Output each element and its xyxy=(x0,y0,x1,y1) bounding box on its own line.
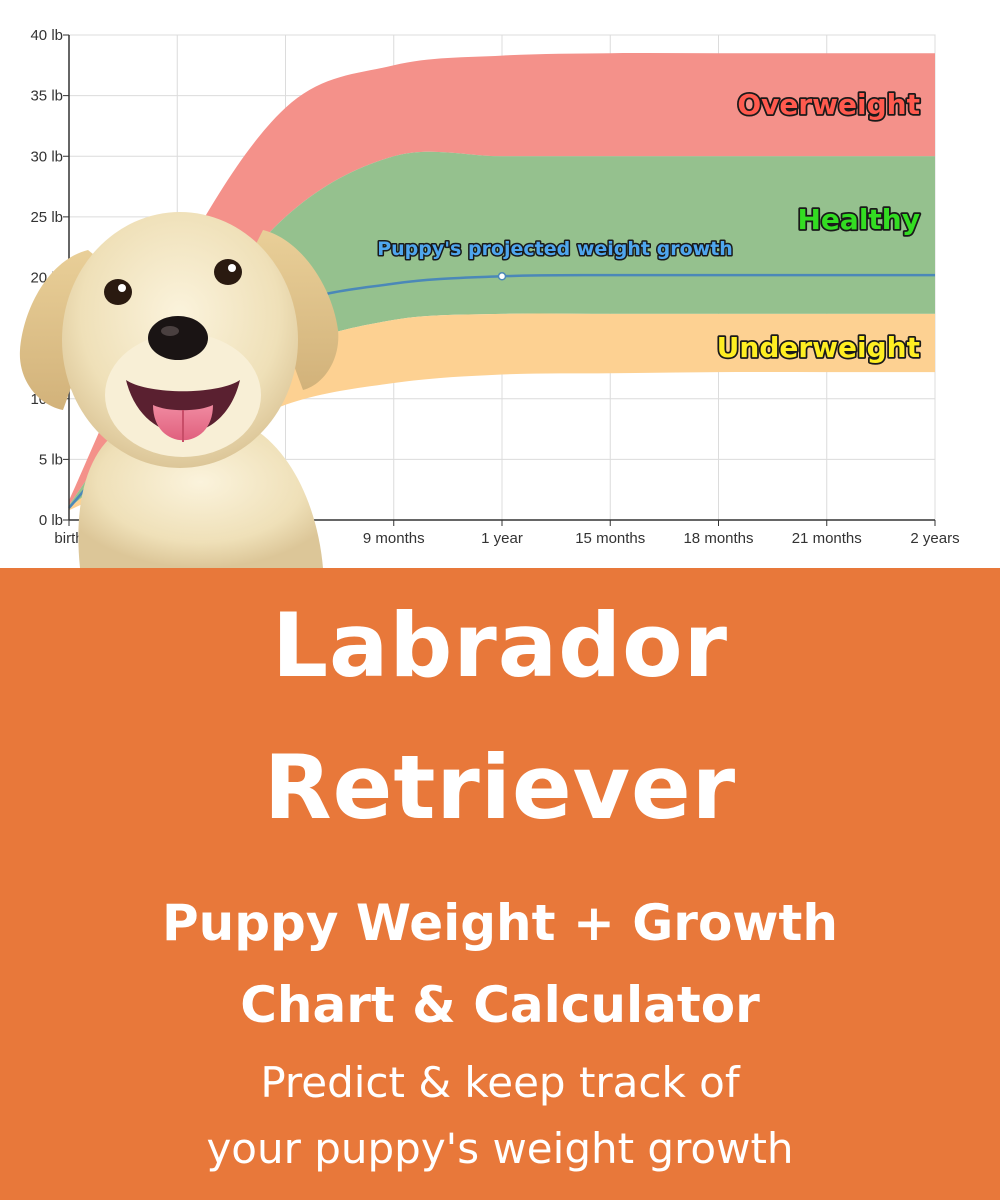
tagline-line-2: your puppy's weight growth xyxy=(206,1124,794,1173)
breed-title-line-1: Labrador xyxy=(271,594,729,697)
projected-growth-point xyxy=(497,272,507,281)
tagline-line-1: Predict & keep track of xyxy=(260,1058,740,1107)
series-label: Puppy's projected weight growth xyxy=(377,238,733,260)
x-tick-label: 9 months xyxy=(363,530,425,547)
subtitle-line-2: Chart & Calculator xyxy=(240,976,760,1034)
band-labels: Overweight Healthy Underweight Puppy's proj… xyxy=(376,86,922,366)
band-label-healthy: Healthy xyxy=(798,203,921,236)
breed-title-line-2: Retriever xyxy=(263,736,737,839)
puppy-image xyxy=(19,212,339,568)
band-label-overweight: Overweight xyxy=(737,88,920,121)
y-tick-label: 5 lb xyxy=(39,451,63,468)
y-tick-label: 0 lb xyxy=(39,512,63,529)
title-panel: Labrador Retriever Puppy Weight + Growth… xyxy=(0,568,1000,1200)
x-tick-label: 1 year xyxy=(481,530,523,547)
y-tick-label: 30 lb xyxy=(30,148,63,165)
x-tick-label: 2 years xyxy=(910,530,959,547)
x-tick-label: 15 months xyxy=(575,530,645,547)
y-tick-label: 25 lb xyxy=(30,209,63,226)
x-tick-label: 21 months xyxy=(792,530,862,547)
band-overweight xyxy=(69,53,935,506)
x-tick-label: birth xyxy=(54,530,83,547)
subtitle-line-1: Puppy Weight + Growth xyxy=(162,894,838,952)
y-tick-label: 35 lb xyxy=(30,88,63,105)
band-label-underweight: Underweight xyxy=(717,331,920,364)
x-tick-label: 18 months xyxy=(683,530,753,547)
y-tick-label: 40 lb xyxy=(30,27,63,44)
